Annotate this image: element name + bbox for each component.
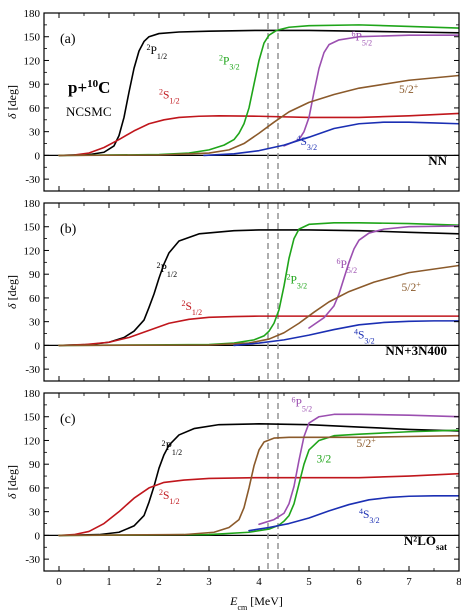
series-label-2P1-2: 2P1/2 bbox=[162, 438, 183, 456]
y-tick-label: 90 bbox=[29, 79, 41, 91]
y-tick-label: 60 bbox=[29, 483, 41, 495]
panel-2: 2P1/2 2S1/2 2P3/2 6P5/2 5/2+ 4S3/2 -30 0 30 60 90 1… bbox=[5, 198, 460, 382]
y-tick-label: 90 bbox=[29, 459, 41, 471]
series-line-2P1-2 bbox=[58, 423, 459, 537]
series-label-5-2+: 5/2+ bbox=[399, 81, 419, 96]
y-tick-label: 60 bbox=[29, 103, 41, 115]
panel-1: 2P1/2 2S1/2 2P3/2 6P5/2 5/2+ 4S3/2 -30 0 30 60 90 1… bbox=[5, 8, 460, 192]
x-tick-label: 7 bbox=[406, 576, 412, 588]
y-tick-label: 150 bbox=[24, 222, 41, 234]
y-tick-label: -30 bbox=[25, 554, 40, 566]
y-tick-label: 180 bbox=[24, 388, 41, 400]
series-label-6P5-2: 6P5/2 bbox=[337, 256, 358, 274]
x-axis-title: Ecm [MeV] bbox=[229, 594, 283, 612]
series-label-2P3-2: 2P3/2 bbox=[287, 272, 308, 290]
x-tick-label: 6 bbox=[356, 576, 362, 588]
panel-letter: (a) bbox=[60, 32, 76, 47]
y-tick-label: 180 bbox=[24, 198, 41, 210]
series-line-2S1-2 bbox=[58, 112, 459, 157]
series-line-4S3-2 bbox=[248, 495, 459, 532]
y-axis-title: δ [deg] bbox=[5, 85, 19, 119]
interaction-label: NN+3N400 bbox=[385, 343, 447, 358]
series-line-4S3-2 bbox=[233, 320, 459, 347]
y-tick-label: 120 bbox=[24, 245, 41, 257]
y-tick-label: 150 bbox=[24, 32, 41, 44]
series-label-5-2+: 5/2+ bbox=[402, 279, 422, 294]
series-label-2P3-2: 2P3/2 bbox=[219, 53, 240, 71]
series-label-6P5-2: 6P5/2 bbox=[352, 29, 373, 47]
series-line-2P3-2 bbox=[58, 24, 459, 157]
series-line-4S3-2 bbox=[203, 121, 459, 157]
method-label: NCSMC bbox=[66, 104, 112, 119]
series-label-6P5-2: 6P5/2 bbox=[292, 395, 313, 413]
series-line-2P1-2 bbox=[58, 29, 459, 157]
series-line-2P3-2 bbox=[58, 429, 459, 537]
system-label: p+10C bbox=[68, 78, 110, 97]
y-tick-label: 120 bbox=[24, 55, 41, 67]
series-label-2S1-2: 2S1/2 bbox=[159, 87, 180, 105]
panel-letter: (b) bbox=[60, 222, 77, 237]
y-tick-label: 150 bbox=[24, 412, 41, 424]
series-label-2S1-2: 2S1/2 bbox=[159, 488, 180, 506]
series-label-5-2+: 5/2+ bbox=[357, 435, 377, 450]
interaction-label: N²LOsat bbox=[404, 533, 447, 552]
x-tick-label: 5 bbox=[306, 576, 312, 588]
series-line-5-2+ bbox=[58, 74, 459, 157]
y-tick-label: 0 bbox=[35, 530, 41, 542]
y-tick-label: 90 bbox=[29, 269, 41, 281]
axes-frame bbox=[43, 12, 460, 192]
y-tick-label: 30 bbox=[29, 507, 41, 519]
series-line-6P5-2 bbox=[283, 34, 459, 147]
y-tick-label: 30 bbox=[29, 127, 41, 139]
x-tick-label: 2 bbox=[156, 576, 162, 588]
x-tick-label: 1 bbox=[106, 576, 112, 588]
series-label-2P1-2: 2P1/2 bbox=[157, 260, 178, 278]
y-tick-label: 60 bbox=[29, 293, 41, 305]
interaction-label: NN bbox=[428, 153, 447, 168]
axes-frame bbox=[43, 202, 460, 382]
y-tick-label: -30 bbox=[25, 364, 40, 376]
series-line-5-2+ bbox=[58, 434, 459, 537]
y-axis-title: δ [deg] bbox=[5, 465, 19, 499]
series-label-4S3-2: 4S3/2 bbox=[359, 506, 380, 524]
series-label-2P3-2: 3/2 bbox=[317, 454, 332, 466]
series-label-4S3-2: 4S3/2 bbox=[297, 134, 318, 152]
series-line-2P1-2 bbox=[58, 229, 459, 347]
series-line-6P5-2 bbox=[308, 225, 459, 329]
x-tick-label: 4 bbox=[256, 576, 262, 588]
series-label-2S1-2: 2S1/2 bbox=[182, 298, 203, 316]
series-label-2P1-2: 2P1/2 bbox=[147, 43, 168, 61]
y-tick-label: 0 bbox=[35, 150, 41, 162]
y-tick-label: 180 bbox=[24, 8, 41, 20]
series-line-2S1-2 bbox=[58, 315, 459, 347]
x-tick-label: 0 bbox=[56, 576, 62, 588]
axes-frame bbox=[43, 392, 460, 572]
curves bbox=[58, 221, 459, 347]
y-tick-label: 120 bbox=[24, 435, 41, 447]
panel-3: 2P1/22S1/23/26P5/25/2+4S3/2-300306090120… bbox=[5, 388, 461, 612]
series-line-2P3-2 bbox=[58, 221, 459, 347]
series-line-5-2+ bbox=[58, 264, 459, 347]
y-axis-title: δ [deg] bbox=[5, 275, 19, 309]
series-label-4S3-2: 4S3/2 bbox=[354, 327, 375, 345]
y-tick-label: -30 bbox=[25, 174, 40, 186]
series-line-2S1-2 bbox=[58, 472, 459, 537]
y-tick-label: 30 bbox=[29, 317, 41, 329]
y-tick-label: 0 bbox=[35, 340, 41, 352]
x-tick-label: 3 bbox=[206, 576, 212, 588]
curves bbox=[58, 24, 459, 157]
panel-letter: (c) bbox=[60, 412, 76, 427]
x-tick-label: 8 bbox=[456, 576, 461, 588]
curves bbox=[58, 413, 459, 537]
